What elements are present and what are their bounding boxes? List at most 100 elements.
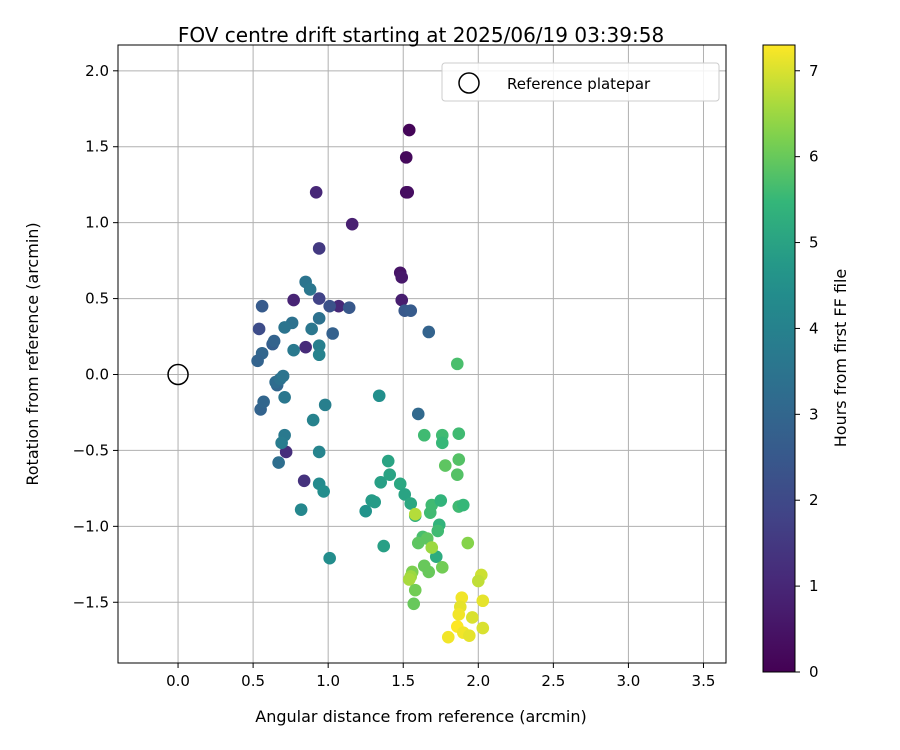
colorbar-tick-label: 3: [809, 405, 819, 423]
y-axis-ticks: −1.5 −1.0 −0.5 0.0 0.5 1.0 1.5 2.0: [73, 62, 118, 611]
data-point: [252, 322, 266, 336]
data-point: [411, 536, 425, 550]
colorbar: [762, 44, 796, 673]
data-point: [395, 293, 409, 307]
data-point: [450, 468, 464, 482]
data-point: [402, 123, 416, 137]
data-point: [381, 454, 395, 468]
x-tick-label: 2.0: [466, 672, 490, 690]
data-point: [431, 524, 445, 538]
y-tick-label: 1.0: [85, 214, 109, 232]
data-point: [395, 271, 409, 284]
legend-box: [441, 62, 720, 102]
data-point: [461, 536, 475, 550]
data-point: [452, 427, 466, 441]
y-tick-label: −1.0: [73, 517, 109, 535]
data-point: [393, 477, 407, 491]
data-point: [383, 468, 397, 482]
legend-marker-icon: [458, 72, 480, 94]
data-point: [404, 304, 418, 318]
data-point: [345, 217, 359, 231]
colorbar-tick-label: 5: [809, 234, 819, 252]
colorbar-tick-label: 4: [809, 319, 819, 337]
data-point: [402, 573, 416, 586]
scatter-points: [251, 123, 490, 644]
data-point: [441, 630, 455, 644]
data-point: [374, 476, 388, 489]
data-point: [312, 348, 326, 362]
data-point: [471, 574, 485, 588]
data-point: [423, 506, 437, 519]
colorbar-ticks: 0 1 2 3 4 5 6 7: [795, 62, 819, 681]
data-point: [287, 343, 300, 357]
y-tick-label: −0.5: [73, 441, 109, 459]
colorbar-tick-label: 7: [809, 62, 819, 80]
data-point: [323, 299, 336, 313]
data-point: [372, 389, 386, 403]
x-axis-ticks: 0.0 0.5 1.0 1.5 2.0 2.5 3.0 3.5: [166, 663, 715, 690]
y-tick-label: 0.0: [85, 365, 109, 383]
data-point: [312, 242, 326, 255]
data-point: [401, 185, 415, 199]
y-tick-label: 0.5: [85, 290, 109, 308]
data-point: [368, 495, 382, 509]
data-point: [312, 445, 326, 459]
x-tick-label: 0.0: [166, 672, 190, 690]
data-point: [435, 436, 449, 450]
data-point: [425, 541, 439, 554]
colorbar-tick-label: 0: [809, 663, 819, 681]
colorbar-tick-label: 6: [809, 148, 819, 166]
data-point: [326, 327, 339, 340]
data-point: [452, 608, 466, 621]
data-point: [332, 299, 345, 313]
data-point: [438, 459, 452, 472]
data-point: [434, 494, 448, 507]
data-point: [476, 621, 490, 635]
data-point: [450, 357, 464, 371]
data-point: [422, 325, 436, 339]
data-point: [411, 407, 425, 421]
data-point: [275, 436, 288, 450]
data-point: [408, 507, 422, 521]
data-point: [287, 293, 300, 307]
colorbar-tick-label: 2: [809, 491, 819, 509]
data-point: [299, 340, 312, 354]
legend-entry-reference: Reference platepar: [507, 75, 651, 93]
data-point: [294, 503, 308, 516]
data-point: [317, 485, 330, 498]
data-point: [303, 283, 317, 296]
data-point: [312, 312, 326, 325]
data-point: [398, 488, 412, 501]
y-tick-label: −1.5: [73, 593, 109, 611]
data-point: [278, 321, 291, 334]
data-point: [323, 551, 336, 565]
data-point: [276, 369, 290, 383]
data-point: [309, 185, 323, 199]
chart-title: FOV centre drift starting at 2025/06/19 …: [178, 23, 664, 47]
legend: Reference platepar: [441, 62, 720, 102]
data-point: [462, 629, 476, 642]
plot-frame: [117, 44, 727, 664]
data-point: [422, 565, 436, 579]
x-axis-label: Angular distance from reference (arcmin): [255, 707, 586, 726]
data-point: [359, 504, 373, 518]
data-point: [255, 299, 269, 313]
x-tick-label: 1.0: [316, 672, 340, 690]
x-tick-label: 0.5: [241, 672, 265, 690]
y-tick-label: 2.0: [85, 62, 109, 80]
data-point: [305, 322, 318, 336]
y-axis-label: Rotation from reference (arcmin): [23, 222, 42, 485]
data-point: [399, 151, 413, 164]
data-point: [417, 428, 431, 442]
reference-platepar-marker: [167, 363, 189, 386]
data-point: [306, 413, 320, 427]
x-tick-label: 3.5: [692, 672, 716, 690]
data-point: [465, 611, 479, 624]
data-point: [272, 456, 285, 469]
data-point: [404, 497, 418, 510]
data-point: [297, 474, 311, 488]
x-tick-label: 1.5: [391, 672, 415, 690]
colorbar-tick-label: 1: [809, 577, 819, 595]
data-point: [407, 597, 421, 611]
